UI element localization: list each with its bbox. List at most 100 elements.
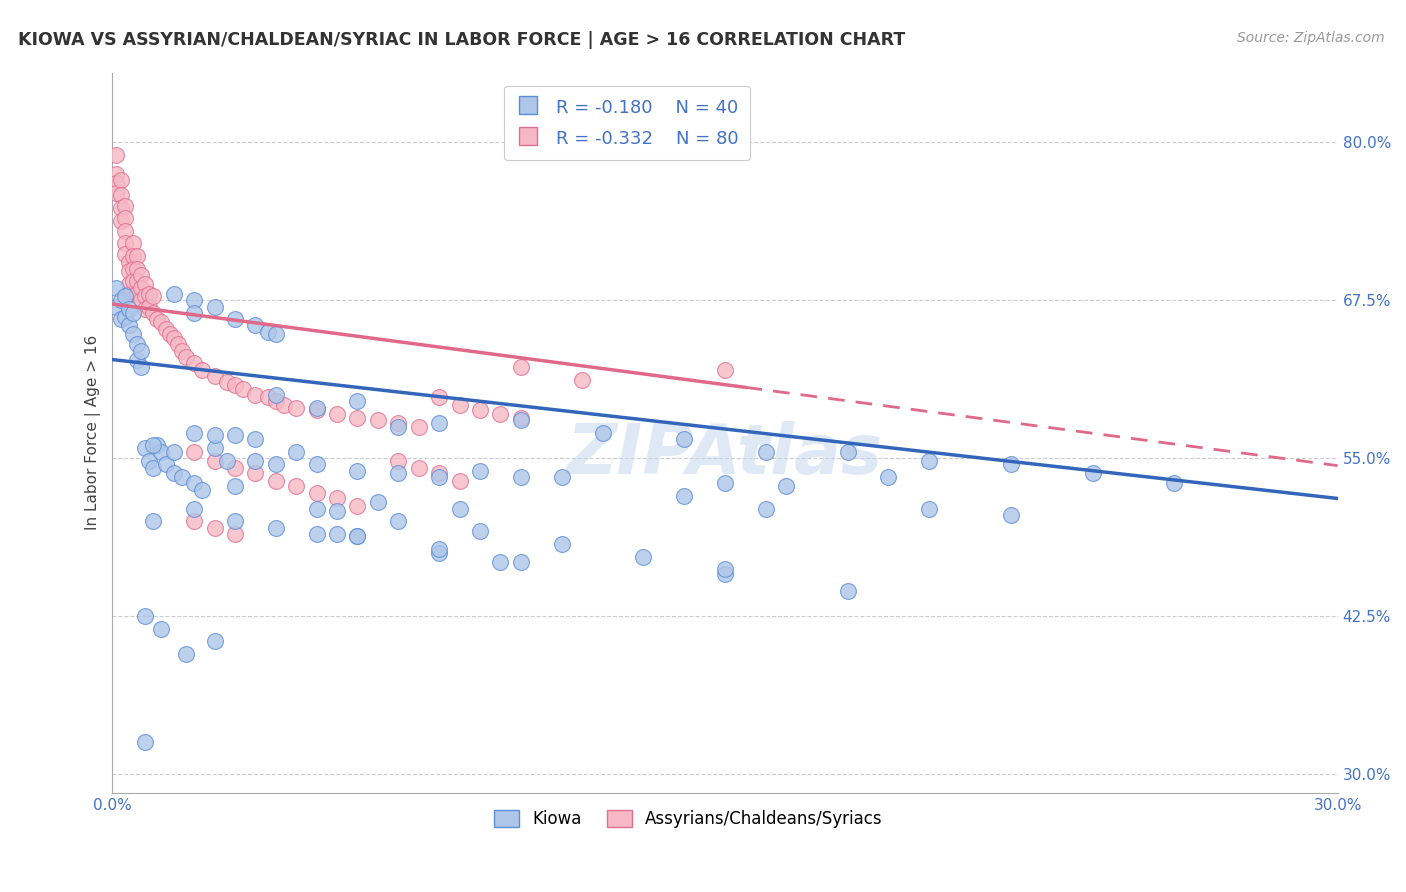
Point [224, 312, 246, 326]
Point [264, 394, 287, 409]
Point [142, 438, 165, 452]
Point [1000, 508, 1022, 522]
Point [427, 546, 450, 560]
Point [224, 479, 246, 493]
Point [121, 274, 143, 288]
Point [146, 312, 169, 326]
Point [224, 461, 246, 475]
Point [142, 514, 165, 528]
Point [245, 432, 267, 446]
Point [110, 213, 132, 227]
Point [105, 186, 128, 200]
Point [118, 318, 141, 333]
Point [245, 318, 267, 333]
Point [714, 362, 737, 376]
Point [110, 173, 132, 187]
Point [204, 520, 226, 534]
Point [166, 337, 188, 351]
Point [114, 224, 136, 238]
Point [170, 470, 193, 484]
Point [837, 444, 859, 458]
Point [215, 376, 238, 390]
Point [129, 293, 152, 308]
Point [232, 382, 254, 396]
Point [509, 555, 531, 569]
Point [155, 322, 177, 336]
Point [918, 501, 941, 516]
Point [346, 499, 368, 513]
Point [326, 504, 349, 518]
Point [1000, 458, 1022, 472]
Point [326, 407, 349, 421]
Point [163, 444, 186, 458]
Point [204, 634, 226, 648]
Point [110, 293, 132, 308]
Point [408, 461, 430, 475]
Point [509, 410, 531, 425]
Point [673, 489, 696, 503]
Point [305, 486, 328, 500]
Point [134, 735, 156, 749]
Point [224, 428, 246, 442]
Point [256, 325, 278, 339]
Point [138, 300, 160, 314]
Point [155, 458, 177, 472]
Point [150, 622, 173, 636]
Point [114, 310, 136, 324]
Point [387, 416, 409, 430]
Point [114, 236, 136, 251]
Point [346, 529, 368, 543]
Point [183, 356, 205, 370]
Point [245, 453, 267, 467]
Text: Source: ZipAtlas.com: Source: ZipAtlas.com [1237, 31, 1385, 45]
Point [125, 274, 148, 288]
Point [264, 388, 287, 402]
Point [183, 444, 205, 458]
Point [224, 377, 246, 392]
Point [427, 391, 450, 405]
Point [387, 453, 409, 467]
Point [138, 287, 160, 301]
Point [114, 289, 136, 303]
Point [110, 201, 132, 215]
Point [150, 315, 173, 329]
Point [146, 438, 169, 452]
Point [125, 287, 148, 301]
Point [118, 287, 141, 301]
Point [755, 444, 778, 458]
Point [129, 268, 152, 282]
Point [204, 453, 226, 467]
Point [110, 188, 132, 202]
Point [877, 470, 900, 484]
Point [571, 373, 593, 387]
Point [204, 441, 226, 455]
Point [673, 432, 696, 446]
Point [174, 647, 197, 661]
Point [121, 261, 143, 276]
Point [1163, 476, 1185, 491]
Point [305, 501, 328, 516]
Point [121, 249, 143, 263]
Point [468, 403, 491, 417]
Point [183, 306, 205, 320]
Point [550, 470, 572, 484]
Point [204, 369, 226, 384]
Point [273, 398, 295, 412]
Point [163, 467, 186, 481]
Point [129, 360, 152, 375]
Point [121, 327, 143, 342]
Point [159, 327, 181, 342]
Point [755, 501, 778, 516]
Point [170, 343, 193, 358]
Point [305, 403, 328, 417]
Point [427, 541, 450, 556]
Point [918, 453, 941, 467]
Text: ZIPAtlas: ZIPAtlas [567, 421, 883, 488]
Point [367, 413, 389, 427]
Point [125, 352, 148, 367]
Point [183, 293, 205, 308]
Point [125, 337, 148, 351]
Point [224, 514, 246, 528]
Point [204, 428, 226, 442]
Point [468, 464, 491, 478]
